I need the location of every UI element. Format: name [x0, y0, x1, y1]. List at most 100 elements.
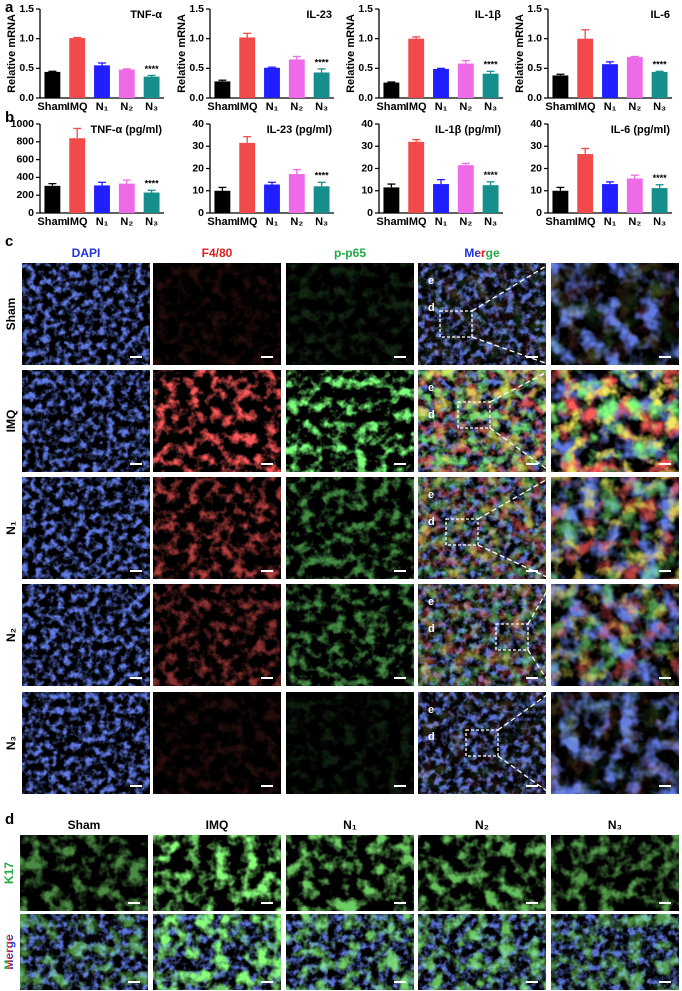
row-label: N₃ — [4, 736, 18, 750]
y-tick-label: 10 — [192, 185, 204, 197]
x-tick-label: Sham — [376, 101, 406, 113]
bar — [143, 192, 160, 213]
y-axis-label: Relative mRNA — [6, 14, 18, 93]
y-axis-label: Relative mRNA — [345, 14, 357, 93]
y-tick-label: 0 — [536, 207, 542, 219]
x-tick-label: IMQ — [575, 101, 596, 113]
stain — [153, 370, 281, 472]
region-label: e — [428, 275, 434, 287]
stain — [286, 835, 414, 911]
y-tick-label: 30 — [192, 140, 204, 152]
region-label: e — [428, 489, 434, 501]
bar — [482, 185, 499, 213]
stain — [153, 477, 281, 579]
panel-label: a — [5, 0, 14, 16]
bar — [602, 64, 618, 98]
stain — [286, 914, 414, 990]
region-label: e — [428, 382, 434, 394]
y-tick-label: 1000 — [11, 118, 35, 130]
x-tick-label: N₂ — [290, 216, 303, 228]
significance-label: **** — [145, 179, 160, 189]
stain — [153, 692, 281, 794]
y-tick-label: 0.5 — [358, 62, 373, 74]
y-tick-label: 200 — [16, 189, 34, 201]
x-tick-label: Sham — [37, 101, 67, 113]
x-tick-label: N₁ — [266, 216, 279, 228]
bar — [626, 178, 643, 213]
chart-title: IL-23 (pg/ml) — [267, 124, 333, 136]
bar — [288, 59, 305, 98]
y-tick-label: 20 — [530, 162, 542, 174]
y-tick-label: 0.0 — [358, 92, 373, 104]
bar — [69, 138, 86, 213]
bar — [69, 38, 86, 98]
column-header: N₂ — [475, 818, 489, 832]
region-label: d — [428, 623, 435, 635]
row-label: IMQ — [4, 410, 18, 433]
stain — [418, 914, 546, 990]
x-tick-label: Sham — [376, 216, 406, 228]
y-tick-label: 1.0 — [358, 32, 373, 44]
stain — [418, 263, 546, 365]
x-tick-label: N₁ — [604, 101, 617, 113]
significance-label: **** — [484, 170, 499, 180]
y-tick-label: 40 — [361, 118, 373, 130]
zoom-line — [489, 427, 552, 473]
bar — [577, 154, 594, 213]
bar — [626, 57, 643, 98]
stain — [22, 477, 150, 579]
stain — [551, 584, 679, 686]
x-tick-label: N₁ — [96, 216, 109, 228]
bar — [408, 38, 425, 98]
y-tick-label: 0.0 — [189, 92, 204, 104]
stain — [153, 263, 281, 365]
x-tick-label: Sham — [207, 216, 237, 228]
x-tick-label: N₂ — [290, 101, 303, 113]
chart-title: TNF-α — [130, 9, 162, 21]
zoom-box — [495, 623, 529, 651]
bar — [552, 190, 569, 213]
significance-label: **** — [315, 171, 330, 181]
stain — [20, 835, 148, 911]
x-tick-label: N₂ — [120, 101, 133, 113]
stain — [286, 584, 414, 686]
bar — [482, 73, 499, 98]
bar — [383, 82, 400, 98]
x-tick-label: IMQ — [406, 216, 427, 228]
stain — [153, 914, 281, 990]
stain — [418, 692, 546, 794]
bar — [651, 71, 668, 98]
bar — [552, 75, 569, 98]
x-tick-label: N₂ — [120, 216, 133, 228]
bar — [651, 188, 668, 213]
x-tick-label: N₃ — [315, 216, 328, 228]
stain — [153, 835, 281, 911]
significance-label: **** — [484, 60, 499, 70]
bar — [264, 184, 280, 213]
bar — [239, 37, 256, 98]
bar — [457, 63, 474, 98]
stain — [22, 370, 150, 472]
y-tick-label: 30 — [361, 140, 373, 152]
panel-label: c — [5, 233, 13, 250]
panel-label: d — [5, 811, 14, 828]
y-tick-label: 40 — [192, 118, 204, 130]
bar — [214, 190, 231, 213]
chart-title: IL-6 (pg/ml) — [611, 124, 671, 136]
significance-label: **** — [145, 64, 160, 74]
zoom-line — [527, 649, 552, 687]
stain — [286, 477, 414, 579]
row-label: K17 — [2, 862, 16, 884]
bar — [433, 184, 449, 213]
row-label: Merge — [2, 934, 16, 970]
y-tick-label: 10 — [361, 185, 373, 197]
stain — [286, 370, 414, 472]
chart-title: TNF-α (pg/ml) — [90, 124, 162, 136]
x-tick-label: N₁ — [604, 216, 617, 228]
chart-title: IL-23 — [306, 9, 332, 21]
y-tick-label: 0.5 — [527, 62, 542, 74]
bar — [264, 67, 280, 98]
y-tick-label: 0 — [28, 207, 34, 219]
x-tick-label: N₁ — [266, 101, 279, 113]
